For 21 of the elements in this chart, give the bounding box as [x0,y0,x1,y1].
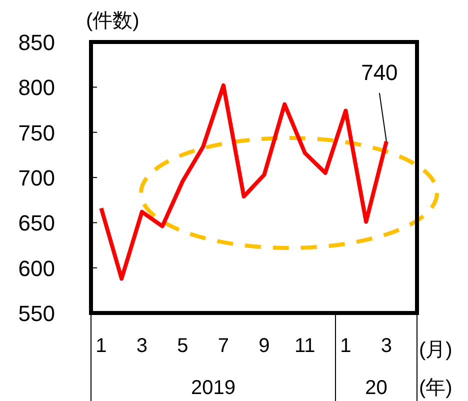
ytick: 550 [18,301,55,326]
ytick: 850 [18,30,55,55]
ytick: 700 [18,166,55,190]
xtick: 3 [380,335,392,357]
ytick: 650 [18,210,55,236]
ytick: 750 [18,120,55,146]
ylabel: (件数) [86,10,140,32]
xtick: 1 [340,335,352,357]
annotation: (年) [419,377,452,399]
annotation: 20 [365,377,388,399]
annotation: 2019 [191,377,236,399]
value-label: 740 [361,60,398,85]
xtick: 3 [136,335,148,357]
ytick: 600 [18,256,55,281]
xtick: 5 [177,335,188,357]
xtick: 7 [218,335,229,357]
xtick: 1 [96,335,107,357]
ytick: 800 [18,75,55,100]
xtick: 9 [258,335,270,357]
xlabel: (月) [419,339,452,361]
xtick: 11 [294,335,316,357]
